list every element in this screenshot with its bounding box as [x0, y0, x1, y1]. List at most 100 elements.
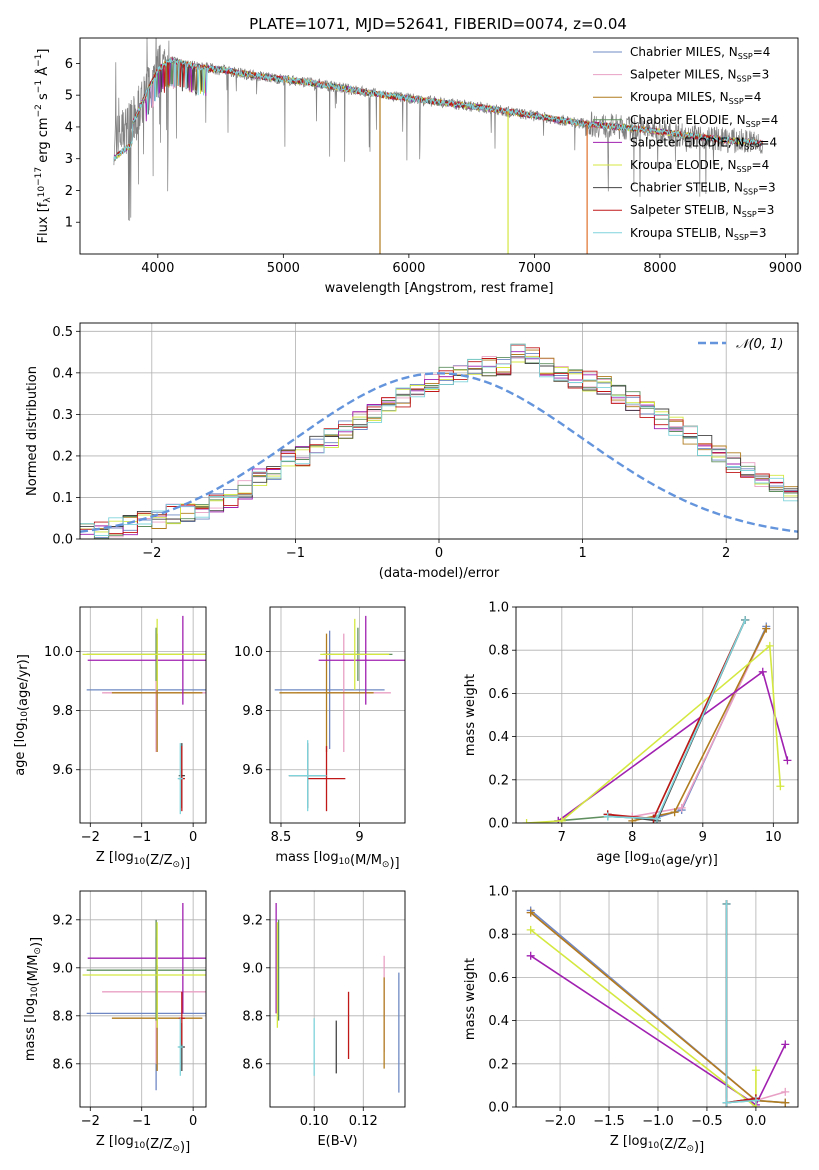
y-tick-label: 9.0 [52, 961, 73, 976]
axes-frame [79, 606, 207, 824]
weight-marker [526, 951, 535, 960]
weight-marker [758, 667, 767, 676]
x-tick-label: −1 [132, 830, 151, 845]
axes-frame [515, 606, 799, 824]
y-tick-label: 9.0 [242, 961, 263, 976]
x-tick-label: −2 [81, 830, 100, 845]
chart-spectrum: 4000 5000 6000 7000 8000 9000 1 2 3 4 5 6 wavelength… [34, 37, 802, 296]
legend: Chabrier MILES, NSSP=4 Salpeter MILES, NS… [593, 45, 778, 242]
legend-label: Salpeter ELODIE, NSSP=4 [630, 135, 777, 151]
y-tick-label: 0.6 [488, 971, 509, 986]
x-tick-label: 8 [628, 830, 636, 845]
y-tick-label: 0.4 [52, 366, 73, 381]
x-tick-label: 8.5 [271, 830, 292, 845]
errorbar-4 [318, 615, 405, 705]
weight-marker [670, 808, 679, 817]
x-tick-label: −2.0 [544, 1114, 576, 1129]
y-tick-label: 0.4 [488, 730, 509, 745]
x-tick-label: 0 [189, 1114, 197, 1129]
plot-area [113, 38, 764, 254]
weight-marker [677, 803, 686, 812]
chart-mass_vs_Z: −2 −1 0 8.6 8.8 9.0 9.2 Z [log10(Z/Z⊙)] mass [lo… [23, 890, 207, 1155]
y-tick-label: 0.6 [488, 687, 509, 702]
x-tick-label: −1 [132, 1114, 151, 1129]
y-tick-label: 0.2 [52, 449, 73, 464]
x-axis-label: wavelength [Angstrom, rest frame] [325, 281, 554, 296]
weight-marker [751, 1066, 760, 1075]
plot-area [82, 615, 206, 815]
figure-title: PLATE=1071, MJD=52641, FIBERID=0074, z=0… [249, 15, 627, 33]
x-tick-label: 0.0 [746, 1114, 767, 1129]
legend-label: 𝒩(0, 1) [736, 337, 783, 352]
legend-label: Kroupa ELODIE, NSSP=4 [630, 158, 769, 174]
x-tick-label: −0.5 [691, 1114, 723, 1129]
axes-frame [79, 890, 207, 1108]
y-tick-label: 8.8 [52, 1009, 73, 1024]
y-tick-label: 9.2 [52, 913, 73, 928]
y-tick-label: 0.2 [488, 773, 509, 788]
errorbar-8 [177, 743, 183, 815]
axes-frame [269, 606, 406, 824]
axes-frame [79, 37, 799, 255]
errorbar-7 [307, 746, 346, 812]
weight-marker [603, 812, 612, 821]
y-tick-label: 9.6 [52, 763, 73, 778]
chart-age_vs_mass: 8.5 9 9.6 9.8 10.0 mass [log10(M/M⊙)] [234, 606, 406, 871]
y-tick-label: 0.8 [488, 928, 509, 943]
x-tick-label: 8000 [643, 261, 676, 276]
weight-line-4 [557, 670, 789, 822]
y-tick-label: 6 [65, 57, 73, 72]
x-axis-label: Z [log10(Z/Z⊙)] [96, 850, 190, 871]
weight-marker [765, 641, 774, 650]
y-tick-label: 3 [65, 152, 73, 167]
chart-age_vs_Z: −2 −1 0 9.6 9.8 10.0 Z [log10(Z/Z⊙)] age [log10… [13, 606, 207, 871]
axes-frame [515, 890, 799, 1108]
errorbar-2 [279, 633, 374, 752]
plot-area [526, 899, 790, 1107]
y-tick-label: 4 [65, 120, 73, 135]
axes-frame [79, 322, 799, 540]
legend-label: Salpeter STELIB, NSSP=3 [630, 203, 774, 219]
legend-label: Kroupa MILES, NSSP=4 [630, 90, 761, 106]
legend-label: Kroupa STELIB, NSSP=3 [630, 226, 767, 242]
y-tick-label: 9.8 [242, 704, 263, 719]
x-tick-label: 4000 [141, 261, 174, 276]
x-tick-label: 9000 [769, 261, 802, 276]
y-tick-label: 0.8 [488, 644, 509, 659]
y-tick-label: 0.0 [52, 533, 73, 548]
x-tick-label: 9 [699, 830, 707, 845]
weight-marker [526, 908, 535, 917]
weight-marker [653, 814, 661, 823]
plot-area [82, 903, 206, 1091]
y-tick-label: 2 [65, 184, 73, 199]
y-tick-label: 8.6 [52, 1057, 73, 1072]
chart-residuals: −2 −1 0 1 2 0.0 0.1 0.2 0.3 0.4 0.5 (data-model)/er… [25, 322, 799, 581]
weight-marker [722, 1098, 731, 1107]
x-tick-label: 5000 [267, 261, 300, 276]
y-tick-label: 9.6 [242, 763, 263, 778]
errorbar-8 [288, 740, 327, 812]
weight-marker [762, 624, 771, 633]
x-tick-label: −1 [286, 546, 305, 561]
y-tick-label: 0.2 [488, 1057, 509, 1072]
weight-marker [526, 925, 535, 934]
x-axis-label: age [log10(age/yr)] [596, 850, 718, 868]
y-tick-label: 0.5 [52, 325, 73, 340]
x-tick-label: −1.0 [642, 1114, 674, 1129]
y-tick-label: 0.4 [488, 1014, 509, 1029]
y-tick-label: 10.0 [234, 645, 263, 660]
x-tick-label: 9 [355, 830, 363, 845]
y-tick-label: 1 [65, 216, 73, 231]
errorbar-5 [82, 922, 206, 1028]
x-axis-label: E(B-V) [317, 1134, 357, 1149]
y-tick-label: 8.6 [242, 1057, 263, 1072]
errorbar-0 [274, 630, 385, 750]
legend-label: Salpeter MILES, NSSP=3 [630, 68, 769, 84]
y-axis-label: mass [log10(M/M⊙)] [23, 937, 44, 1061]
x-tick-label: 0.10 [300, 1114, 329, 1129]
y-tick-label: 9.2 [242, 913, 263, 928]
legend-label: Chabrier STELIB, NSSP=3 [630, 181, 776, 197]
x-tick-label: 1 [578, 546, 586, 561]
chart-mass_weight_vs_age: 7 8 9 10 0.0 0.2 0.4 0.6 0.8 1.0 age [log10(age/yr… [463, 601, 799, 868]
